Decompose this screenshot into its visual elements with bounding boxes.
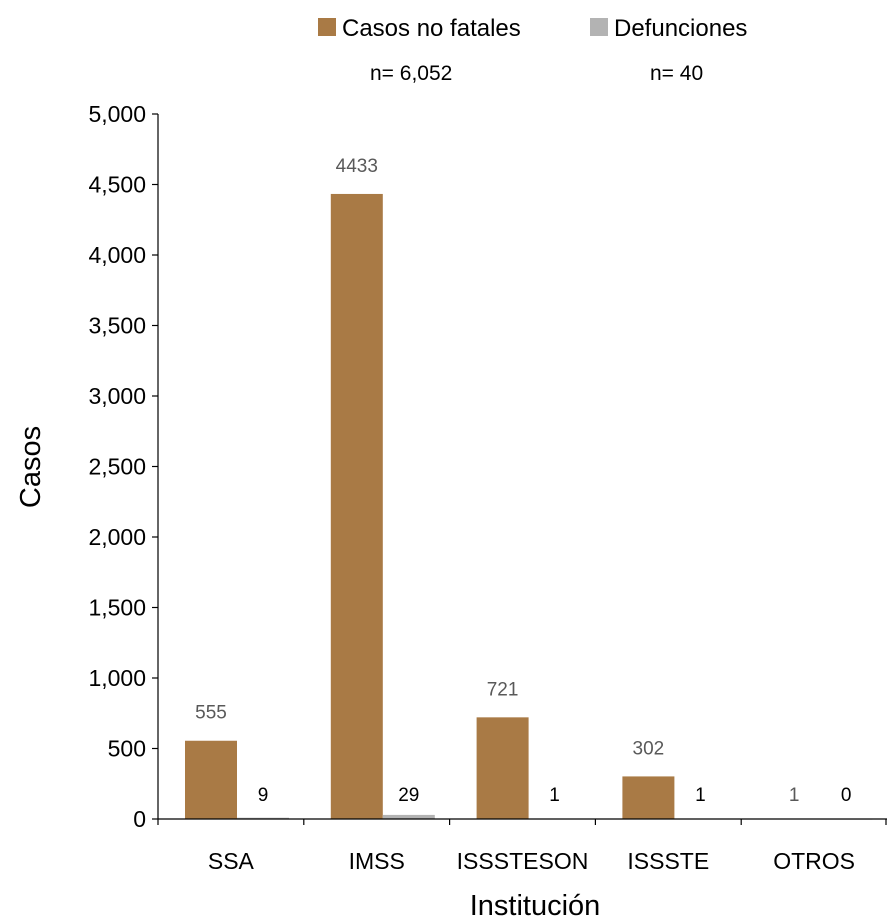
legend-label-casos-no-fatales: Casos no fatales bbox=[342, 15, 521, 42]
bar-issste-casos-no-fatales bbox=[622, 776, 675, 819]
legend-swatch-casos-no-fatales bbox=[318, 18, 336, 36]
legend: Casos no fatales n= 6,052 Defunciones n=… bbox=[318, 15, 747, 85]
y-tick-label: 4,000 bbox=[88, 242, 146, 268]
bar-label-imss-casos-no-fatales: 4433 bbox=[336, 156, 378, 177]
bar-label-ssa-defunciones: 9 bbox=[258, 785, 269, 806]
y-tick-label: 1,000 bbox=[88, 665, 146, 691]
x-tick-label-imss: IMSS bbox=[349, 848, 405, 874]
bar-ssa-casos-no-fatales bbox=[185, 740, 237, 819]
bar-label-isssteson-defunciones: 1 bbox=[549, 785, 560, 806]
x-tick-label-otros: OTROS bbox=[773, 848, 855, 874]
bar-imss-casos-no-fatales bbox=[330, 193, 383, 819]
y-tick-label: 2,000 bbox=[88, 524, 146, 550]
bar-ssa-defunciones bbox=[237, 817, 289, 819]
bar-label-otros-defunciones: 0 bbox=[841, 785, 852, 806]
y-tick-label: 2,500 bbox=[88, 454, 146, 480]
x-axis: SSA IMSS ISSSTESON ISSSTE OTROS bbox=[157, 818, 887, 874]
bar-label-isssteson-casos-no-fatales: 721 bbox=[487, 679, 519, 700]
bar-label-issste-defunciones: 1 bbox=[695, 785, 706, 806]
y-tick-label: 4,500 bbox=[88, 172, 146, 198]
bars: 555 9 4433 29 721 1 302 1 1 0 bbox=[185, 156, 873, 820]
bar-isssteson-casos-no-fatales bbox=[476, 717, 529, 819]
y-tick-label: 5,000 bbox=[88, 101, 146, 127]
bar-label-imss-defunciones: 29 bbox=[398, 785, 419, 806]
legend-total-defunciones: n= 40 bbox=[650, 62, 703, 85]
y-tick-label: 1,500 bbox=[88, 595, 146, 621]
y-tick-label: 0 bbox=[133, 806, 146, 832]
x-tick-label-ssa: SSA bbox=[208, 848, 255, 874]
y-axis: 0 500 1,000 1,500 2,000 2,500 3,000 3,500 4,000 4… bbox=[88, 101, 159, 832]
legend-total-casos-no-fatales: n= 6,052 bbox=[370, 62, 452, 85]
bar-label-ssa-casos-no-fatales: 555 bbox=[195, 703, 227, 724]
y-axis-label: Casos bbox=[15, 426, 47, 508]
bar-label-otros-casos-no-fatales: 1 bbox=[789, 785, 800, 806]
x-axis-label: Institución bbox=[470, 890, 601, 921]
bar-label-issste-casos-no-fatales: 302 bbox=[633, 738, 665, 759]
legend-label-defunciones: Defunciones bbox=[614, 15, 747, 42]
x-tick-label-issste: ISSSTE bbox=[627, 848, 709, 874]
y-tick-label: 3,500 bbox=[88, 313, 146, 339]
y-tick-label: 500 bbox=[108, 736, 146, 762]
legend-swatch-defunciones bbox=[590, 18, 608, 36]
x-tick-label-isssteson: ISSSTESON bbox=[457, 848, 589, 874]
y-tick-label: 3,000 bbox=[88, 383, 146, 409]
bar-imss-defunciones bbox=[382, 814, 435, 819]
